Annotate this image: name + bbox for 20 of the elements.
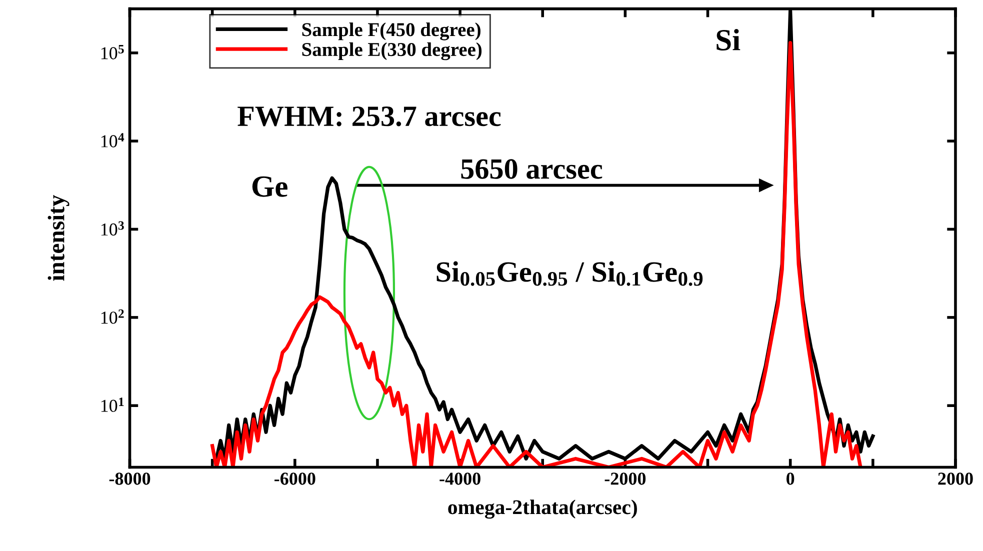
y-tick-label: 10$^{4}$ (101, 133, 124, 148)
x-tick-label: -4000 (440, 472, 480, 485)
x-tick-label: -6000 (274, 472, 316, 485)
x-tick-label: 0 (786, 472, 794, 485)
annotation: 5650 arcsec (461, 159, 602, 179)
y-tick-label: 10$^{5}$ (101, 45, 124, 60)
legend-label: Sample F(450 degree) (302, 22, 480, 40)
y-axis-title: intensity (48, 194, 70, 281)
y-tick-label: 10$^{1}$ (101, 398, 124, 412)
annotation: Si (716, 28, 740, 50)
x-tick-label: -2000 (604, 472, 646, 485)
legend-label: Sample E(330 degree) (302, 42, 482, 60)
x-tick-label: 2000 (938, 472, 973, 485)
annotation: Ge (252, 176, 288, 197)
y-tick-label: 10$^{3}$ (101, 221, 124, 236)
y-tick-label: 10$^{2}$ (101, 309, 124, 324)
x-axis-title: omega-2thata(arcsec) (448, 500, 637, 519)
x-tick-label: -8000 (109, 472, 150, 485)
annotation: FWHM: 253.7 arcsec (238, 106, 501, 126)
annotation: Si$_{0.05}$Ge$_{0.95}$ / Si$_{0.1}$Ge$_{0.9}$ (436, 261, 703, 286)
